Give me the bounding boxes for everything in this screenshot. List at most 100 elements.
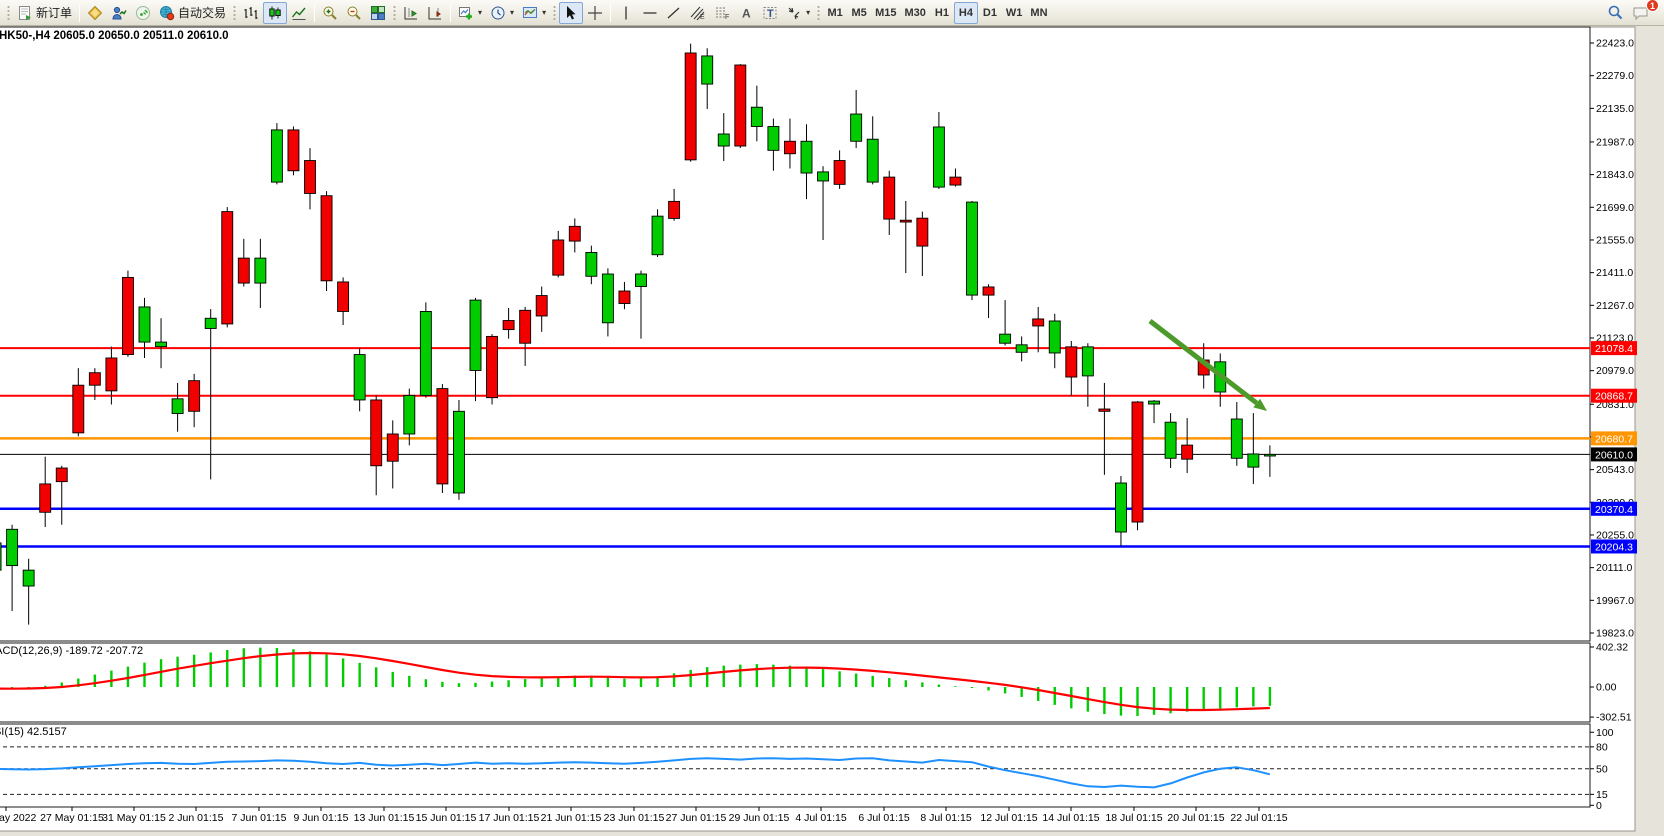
equidistant-channel-icon: E: [690, 6, 705, 21]
candlestick-icon: [269, 6, 281, 19]
line-chart-icon: [291, 7, 306, 20]
candle-body-up: [1263, 453, 1276, 457]
main-pane: [0, 26, 1591, 642]
price-badge: [1591, 539, 1637, 554]
vline-tool-button[interactable]: [614, 2, 638, 24]
auto-scroll-button[interactable]: [423, 2, 447, 24]
timeframe-button-M30[interactable]: M30: [901, 2, 930, 24]
candle-body-down: [370, 399, 383, 467]
macd-signal-line: [0, 651, 1270, 712]
bar-chart-icon: [244, 6, 258, 19]
candle-body-up: [254, 257, 267, 284]
time-label: 27 May 01:15: [40, 812, 104, 824]
candle-body-down: [287, 129, 300, 172]
person-chart-icon: [112, 6, 127, 19]
text-tool-button[interactable]: A: [734, 2, 758, 24]
rsi-line: [0, 757, 1271, 789]
fibonacci-tool-button[interactable]: F: [710, 2, 734, 24]
candle-body-up: [1230, 418, 1243, 459]
arrows-tool-button[interactable]: ▾: [782, 2, 814, 24]
macd-tick-label: -302.51: [1596, 712, 1632, 724]
time-label: 15 Jun 01:15: [416, 812, 477, 824]
candle-body-down: [221, 211, 234, 325]
candle-body-up: [270, 129, 283, 183]
timeframe-button-MN[interactable]: MN: [1026, 2, 1051, 24]
cursor-button[interactable]: [559, 1, 584, 24]
trend-arrow-head: [1253, 398, 1267, 411]
notifications-button[interactable]: 1: [1628, 0, 1659, 24]
main-toolbar: 新订单 自动交易: [0, 0, 1664, 26]
mql5-button[interactable]: [83, 2, 107, 24]
new-order-button[interactable]: 新订单: [13, 2, 76, 24]
hline-tool-button[interactable]: [638, 2, 662, 24]
candle-body-up: [999, 333, 1012, 344]
fibonacci-icon: F: [716, 7, 729, 21]
templates-button[interactable]: ▾: [518, 2, 550, 24]
signals-button[interactable]: [131, 2, 155, 24]
chart-shift-button[interactable]: [399, 2, 423, 24]
timeframe-button-D1[interactable]: D1: [978, 2, 1002, 24]
macd-tick-label: 402.32: [1596, 642, 1628, 654]
signal-icon: [136, 5, 151, 20]
timeframe-button-H1[interactable]: H1: [930, 2, 954, 24]
toolbar-separator: [610, 3, 612, 22]
dropdown-arrow-icon: ▾: [478, 8, 483, 17]
dropdown-arrow-icon: ▾: [542, 8, 547, 17]
timeframe-button-H4[interactable]: H4: [953, 1, 978, 24]
market-button[interactable]: [107, 2, 131, 24]
line-chart-mode-button[interactable]: [287, 2, 311, 24]
candle-body-up: [717, 133, 730, 147]
time-label: 13 Jun 01:15: [354, 812, 415, 824]
candle-body-up: [585, 251, 598, 277]
notification-badge: 1: [1646, 0, 1659, 12]
cursor-icon: [567, 5, 576, 19]
candle-body-up: [155, 341, 168, 348]
template-icon: [523, 6, 538, 18]
tile-windows-button[interactable]: [366, 2, 390, 24]
candlestick-mode-button[interactable]: [263, 1, 288, 24]
clock-icon: [491, 6, 505, 19]
timeframe-button-M5[interactable]: M5: [847, 2, 871, 24]
price-badge: [1591, 447, 1637, 462]
price-tick-label: 19967.0: [1596, 595, 1634, 607]
time-label: 9 Jun 01:15: [294, 812, 349, 824]
candle-body-down: [535, 295, 548, 317]
search-button[interactable]: [1603, 2, 1628, 24]
chart-title: HK50-,H4 20605.0 20650.0 20511.0 20610.0: [0, 30, 229, 42]
svg-text:E: E: [700, 14, 705, 21]
label-tool-button[interactable]: T: [758, 2, 782, 24]
candle-body-down: [237, 257, 250, 284]
time-label: 21 Jun 01:15: [541, 812, 602, 824]
timeframe-button-W1[interactable]: W1: [1002, 2, 1027, 24]
timeframe-label: M30: [904, 6, 926, 19]
candle-body-down: [55, 467, 68, 483]
zoom-in-button[interactable]: [318, 2, 342, 24]
gold-diamond-icon: [87, 5, 103, 20]
candle-body-down: [105, 357, 118, 392]
toolbar-grip: [553, 4, 557, 21]
trendline-tool-button[interactable]: [662, 2, 686, 24]
time-label: 7 Jun 01:15: [232, 812, 287, 824]
candle-body-up: [1114, 482, 1127, 533]
price-tick-label: 22135.0: [1596, 103, 1634, 115]
candle-body-down: [1032, 318, 1045, 327]
candle-body-down: [304, 160, 316, 194]
candle-body-down: [188, 380, 201, 412]
indicators-button[interactable]: ▾: [454, 2, 486, 24]
periods-button[interactable]: ▾: [486, 2, 518, 24]
timeframe-button-M15[interactable]: M15: [871, 2, 900, 24]
arrows-icon: [788, 7, 800, 19]
time-label: 25 May 2022: [0, 812, 37, 824]
candle-body-up: [1148, 400, 1161, 405]
chart-canvas[interactable]: 22423.0 22279.0 22135.0 21987.0 21843.0 21699…: [0, 26, 1664, 836]
autotrade-button[interactable]: 自动交易: [155, 2, 230, 24]
channel-tool-button[interactable]: E: [686, 2, 710, 24]
bar-chart-mode-button[interactable]: [239, 2, 263, 24]
zoom-out-button[interactable]: [342, 2, 366, 24]
timeframe-button-M1[interactable]: M1: [823, 2, 847, 24]
crosshair-button[interactable]: [583, 2, 607, 24]
candle-body-up: [1015, 344, 1028, 353]
chart-window: 22423.0 22279.0 22135.0 21987.0 21843.0 21699…: [0, 26, 1664, 836]
price-badge-label: 20370.4: [1595, 504, 1633, 516]
timeframe-label: MN: [1030, 6, 1048, 19]
